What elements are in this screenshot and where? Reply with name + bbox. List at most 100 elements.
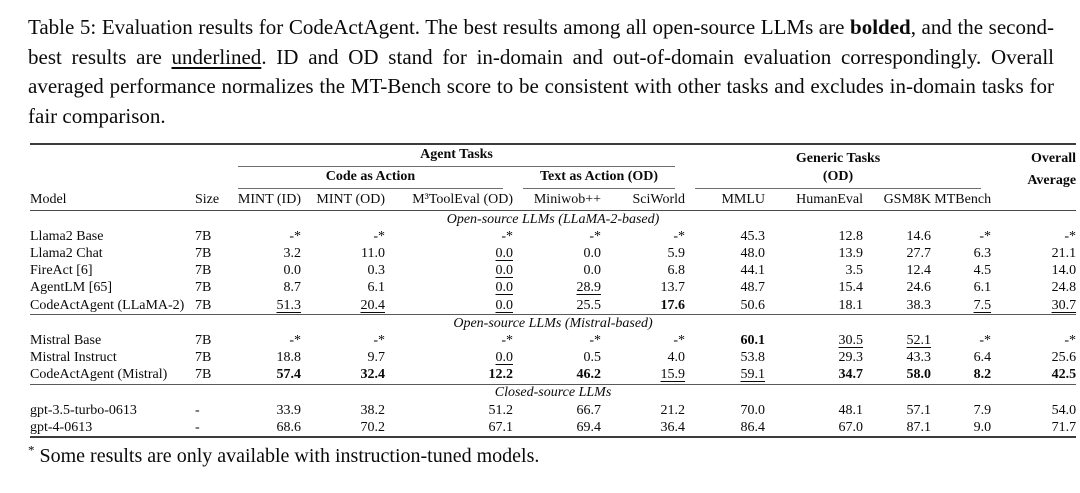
table-row: CodeActAgent (LLaMA-2) 7B 51.3 20.4 0.0 … [30,297,1076,315]
cell: 38.3 [906,297,932,313]
cell: -* [501,228,513,244]
text-as-action-group-header: Text as Action (OD) [523,169,676,189]
cell: 66.7 [576,402,602,418]
cell: 0.3 [367,263,386,279]
cell: 0.0 [495,280,514,296]
model-name: gpt-4-0613 [30,419,93,435]
cell: 14.0 [1051,263,1077,279]
cell: 0.5 [583,350,602,366]
cell: 7B [195,350,212,366]
cell: 46.2 [576,367,602,383]
cell: -* [289,332,301,348]
cell: 28.9 [576,280,602,296]
cell: 38.2 [360,402,386,418]
cell: 29.3 [838,350,864,366]
cell: 25.6 [1051,350,1077,366]
model-name: Llama2 Chat [30,245,103,261]
column-header-m3tooleval: M³ToolEval (OD) [385,189,513,211]
cell: 14.6 [906,228,932,244]
caption-bolded-word: bolded [850,15,911,39]
cell: 45.3 [740,228,766,244]
agent-tasks-group-header: Agent Tasks [238,147,676,167]
cell: 6.1 [367,280,386,296]
column-header-model: Model [30,189,195,211]
cell: -* [1064,332,1077,348]
cell: 21.2 [660,402,686,418]
cell: 44.1 [740,263,766,279]
column-header-mtbench: MTBench [931,189,992,211]
cell: -* [673,228,686,244]
cell: 0.0 [283,263,302,279]
cell: 18.1 [838,297,864,313]
cell: 87.1 [906,419,932,435]
cell: 34.7 [838,367,864,383]
generic-tasks-group-header: Generic Tasks [795,151,881,166]
caption-mid: , and the second-best results are [28,15,1054,69]
cell: 68.6 [276,419,302,435]
column-header-size: Size [195,189,228,211]
cell: 8.2 [973,367,992,383]
cell: 6.8 [667,263,686,279]
cell: 11.0 [361,245,385,261]
column-header-gsm8k: GSM8K [863,189,932,211]
cell: 54.0 [1051,402,1077,418]
cell: 0.0 [495,297,514,313]
cell: 5.9 [667,245,686,261]
caption-lead: Table 5: Evaluation results for CodeActA… [28,15,851,39]
model-name: CodeActAgent (LLaMA-2) [30,297,185,313]
cell: 4.0 [667,350,686,366]
column-header-sciworld: SciWorld [601,189,686,211]
cell: 18.8 [276,350,302,366]
column-header-miniwob: Miniwob++ [513,189,601,211]
cell: 42.5 [1051,367,1077,383]
table-header: Agent Tasks Generic Tasks Overall Code a… [30,144,1077,211]
table-row: FireAct [6] 7B 0.0 0.3 0.0 0.0 6.8 44.1 … [30,263,1076,280]
cell: 8.7 [283,280,302,296]
caption-underlined-word: underlined [171,44,262,69]
cell: 57.4 [276,367,302,383]
header-spacer [30,144,228,167]
overall-header-line1: Overall [1030,151,1077,166]
header-row-groups-2: Code as Action Text as Action (OD) (OD) … [30,167,1076,189]
table-caption: Table 5: Evaluation results for CodeActA… [28,13,1054,131]
cell: 67.0 [838,419,864,435]
cell: -* [373,228,385,244]
cell: 0.0 [583,245,602,261]
cell: 7B [195,297,212,313]
header-row-groups-1: Agent Tasks Generic Tasks Overall [30,144,1076,167]
column-header-mint-id: MINT (ID) [228,189,301,211]
cell: 20.4 [360,297,386,313]
column-header-mmlu: MMLU [685,189,766,211]
model-name: FireAct [6] [30,263,93,279]
cell: 12.4 [906,263,932,279]
column-header-overall-spacer [991,189,1077,211]
cell: 67.1 [488,419,514,435]
cell: 0.0 [495,245,514,261]
header-row-columns: Model Size MINT (ID) MINT (OD) M³ToolEva… [30,189,1077,211]
cell: 0.0 [495,263,514,279]
table-row: Llama2 Chat 7B 3.2 11.0 0.0 0.0 5.9 48.0… [30,245,1076,262]
column-header-mint-od: MINT (OD) [301,189,385,211]
cell: 69.4 [576,419,602,435]
cell: 70.2 [360,419,386,435]
cell: 0.0 [495,350,514,366]
cell: 43.3 [906,350,932,366]
cell: 6.1 [973,280,992,296]
cell: 7.9 [973,402,992,418]
cell: 15.9 [660,367,686,383]
cell: 71.7 [1051,419,1077,435]
cell: 48.7 [740,280,766,296]
cell: 86.4 [740,419,766,435]
cell: 6.4 [973,350,992,366]
cell: 57.1 [906,402,932,418]
cell: 3.5 [845,263,864,279]
cell: 9.0 [973,419,992,435]
model-name: Mistral Base [30,332,102,348]
table-row: Llama2 Base 7B -* -* -* -* -* 45.3 12.8 … [30,228,1076,245]
cell: 21.1 [1051,245,1077,261]
table-row: AgentLM [65] 7B 8.7 6.1 0.0 28.9 13.7 48… [30,280,1076,297]
evaluation-results-table: Agent Tasks Generic Tasks Overall Code a… [30,143,1077,439]
cell: -* [373,332,385,348]
footnote-text: Some results are only available with ins… [39,445,540,468]
cell: -* [979,228,992,244]
